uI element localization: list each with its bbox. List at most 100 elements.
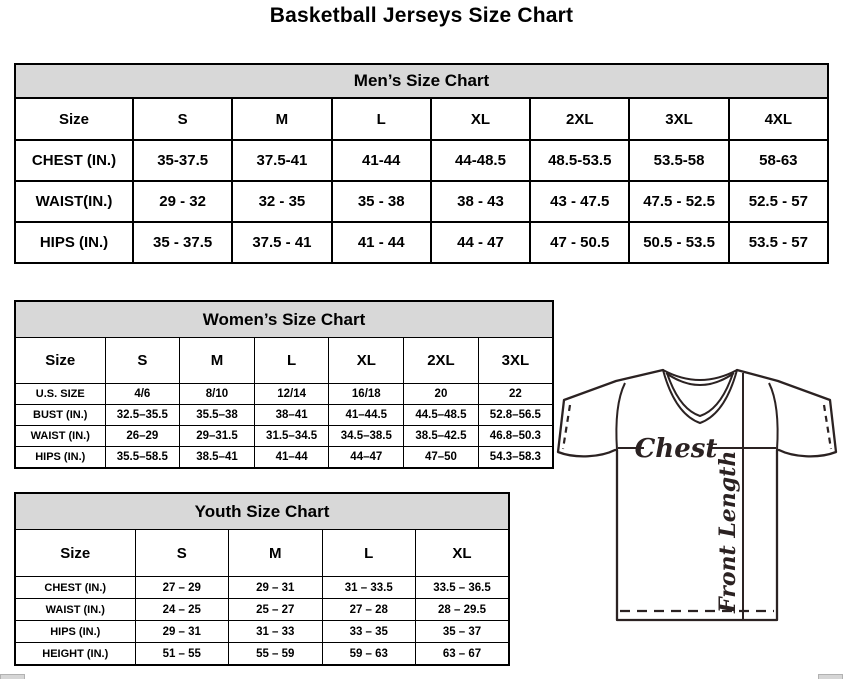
table-row: BUST (IN.) 32.5–35.5 35.5–38 38–41 41–44.5 44… [14, 404, 554, 426]
table-row: HEIGHT (IN.) 51 – 55 55 – 59 59 – 63 63 – 67 [14, 642, 510, 666]
size-cell: 35.5–38 [179, 404, 255, 426]
size-cell: 35 – 37 [415, 620, 510, 643]
size-cell: 47–50 [403, 446, 479, 469]
column-header: M [179, 337, 255, 384]
size-cell: 54.3–58.3 [477, 446, 554, 469]
column-header: 3XL [628, 97, 730, 141]
jersey-body-outline [556, 368, 838, 622]
size-cell: 22 [477, 383, 554, 405]
column-header: S [104, 337, 181, 384]
row-label: HEIGHT (IN.) [14, 642, 136, 666]
size-cell: 38.5–42.5 [403, 425, 479, 447]
scrollbar-right-button[interactable] [818, 674, 843, 679]
table-row: CHEST (IN.) 27 – 29 29 – 31 31 – 33.5 33.5 –… [14, 576, 510, 599]
size-cell: 38.5–41 [179, 446, 255, 469]
table-row: WAIST(IN.) 29 - 32 32 - 35 35 - 38 38 - 43 43… [14, 180, 830, 223]
size-cell: 52.5 - 57 [727, 180, 830, 223]
size-cell: 33 – 35 [321, 620, 416, 643]
size-cell: 55 – 59 [228, 642, 323, 666]
front-length-label: Front Length [715, 451, 741, 614]
size-cell: 32.5–35.5 [104, 404, 181, 426]
size-cell: 29 - 32 [131, 180, 234, 223]
size-cell: 16/18 [328, 383, 405, 405]
row-label: WAIST(IN.) [14, 180, 134, 223]
size-cell: 24 – 25 [134, 598, 229, 621]
size-cell: 32 - 35 [231, 180, 333, 223]
scrollbar-left-button[interactable] [0, 674, 25, 679]
column-header: Size [14, 337, 106, 384]
column-header: S [134, 529, 229, 577]
size-cell: 31 – 33.5 [321, 576, 416, 599]
table-title: Men’s Size Chart [14, 63, 829, 99]
table-row: HIPS (IN.) 35.5–58.5 38.5–41 41–44 44–47 47–5… [14, 446, 554, 469]
size-cell: 51 – 55 [134, 642, 229, 666]
size-cell: 46.8–50.3 [477, 425, 554, 447]
size-cell: 28 – 29.5 [415, 598, 510, 621]
collar-v-outer [662, 369, 738, 425]
womens-size-table: Women’s Size Chart Size S M L XL 2XL 3XL U.S. SI… [14, 300, 554, 469]
column-header: L [321, 529, 416, 577]
right-sleeve-seam [768, 382, 779, 451]
youth-size-table: Youth Size Chart Size S M L XL CHEST (IN.) 27 –… [14, 492, 510, 666]
size-cell: 27 – 28 [321, 598, 416, 621]
size-cell: 44.5–48.5 [403, 404, 479, 426]
size-cell: 31.5–34.5 [253, 425, 330, 447]
jersey-diagram: Chest Front Length [556, 364, 838, 630]
mens-size-table: Men’s Size Chart Size S M L XL 2XL 3XL 4XL CHEST … [14, 63, 830, 264]
size-cell: 41–44.5 [328, 404, 405, 426]
column-header: 3XL [477, 337, 554, 384]
size-cell: 20 [403, 383, 479, 405]
row-label: WAIST (IN.) [14, 425, 106, 447]
table-row: U.S. SIZE 4/6 8/10 12/14 16/18 20 22 [14, 383, 554, 405]
size-cell: 58-63 [727, 139, 830, 182]
size-cell: 35-37.5 [131, 139, 234, 182]
column-header: Size [14, 97, 134, 141]
row-label: BUST (IN.) [14, 404, 106, 426]
table-row: HIPS (IN.) 35 - 37.5 37.5 - 41 41 - 44 44 - … [14, 221, 830, 264]
size-cell: 44-48.5 [429, 139, 532, 182]
size-cell: 8/10 [179, 383, 255, 405]
size-cell: 44 - 47 [429, 221, 532, 264]
size-cell: 50.5 - 53.5 [628, 221, 730, 264]
column-header: 2XL [403, 337, 479, 384]
column-header: XL [429, 97, 532, 141]
size-cell: 43 - 47.5 [529, 180, 631, 223]
collar-back-arc-inner [665, 372, 735, 386]
size-cell: 35 - 37.5 [131, 221, 234, 264]
column-header: XL [415, 529, 510, 577]
column-header-row: Size S M L XL 2XL 3XL [14, 337, 554, 384]
size-cell: 38 - 43 [429, 180, 532, 223]
size-cell: 12/14 [253, 383, 330, 405]
column-header-row: Size S M L XL 2XL 3XL 4XL [14, 97, 830, 141]
size-cell: 47 - 50.5 [529, 221, 631, 264]
table-title: Women’s Size Chart [14, 300, 554, 338]
size-cell: 41-44 [330, 139, 432, 182]
table-row: CHEST (IN.) 35-37.5 37.5-41 41-44 44-48.5 48.… [14, 139, 830, 182]
size-cell: 4/6 [104, 383, 181, 405]
size-cell: 33.5 – 36.5 [415, 576, 510, 599]
size-cell: 27 – 29 [134, 576, 229, 599]
row-label: WAIST (IN.) [14, 598, 136, 621]
size-cell: 35 - 38 [330, 180, 432, 223]
size-cell: 53.5 - 57 [727, 221, 830, 264]
size-cell: 52.8–56.5 [477, 404, 554, 426]
jersey-outline-svg: Chest Front Length [556, 368, 838, 622]
size-cell: 37.5-41 [231, 139, 333, 182]
size-cell: 37.5 - 41 [231, 221, 333, 264]
right-cuff-dashed-line [822, 404, 833, 450]
size-cell: 38–41 [253, 404, 330, 426]
page-title: Basketball Jerseys Size Chart [269, 4, 574, 27]
left-sleeve-seam [615, 382, 626, 451]
size-cell: 26–29 [104, 425, 181, 447]
row-label: HIPS (IN.) [14, 620, 136, 643]
chest-label: Chest [635, 434, 718, 464]
column-header: 4XL [727, 97, 830, 141]
size-cell: 44–47 [328, 446, 405, 469]
size-cell: 47.5 - 52.5 [628, 180, 730, 223]
table-row: WAIST (IN.) 26–29 29–31.5 31.5–34.5 34.5–38.… [14, 425, 554, 447]
column-header: S [131, 97, 234, 141]
column-header: 2XL [529, 97, 631, 141]
size-cell: 25 – 27 [228, 598, 323, 621]
size-cell: 29 – 31 [134, 620, 229, 643]
size-cell: 41 - 44 [330, 221, 432, 264]
